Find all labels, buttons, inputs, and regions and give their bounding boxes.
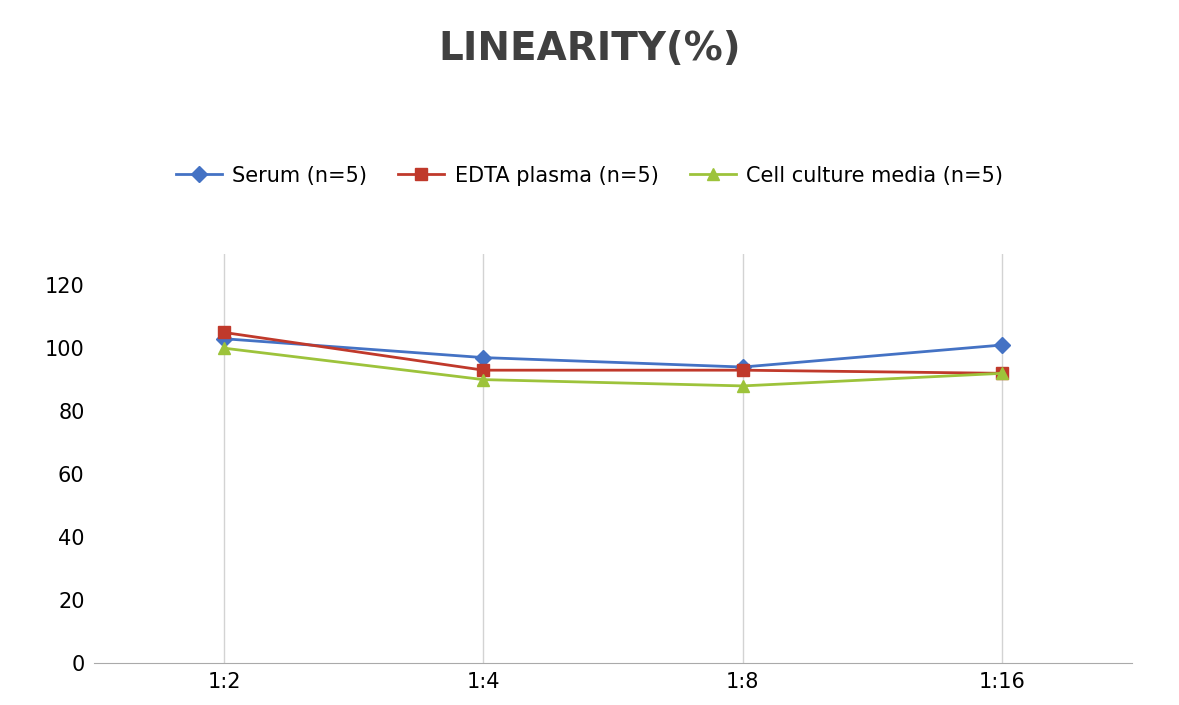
Cell culture media (n=5) bbox=[476, 375, 490, 384]
Serum (n=5) bbox=[217, 334, 231, 343]
Line: Serum (n=5): Serum (n=5) bbox=[218, 333, 1008, 372]
Serum (n=5) bbox=[736, 363, 750, 372]
Line: EDTA plasma (n=5): EDTA plasma (n=5) bbox=[218, 327, 1008, 379]
EDTA plasma (n=5) bbox=[476, 366, 490, 374]
Text: LINEARITY(%): LINEARITY(%) bbox=[439, 30, 740, 68]
Legend: Serum (n=5), EDTA plasma (n=5), Cell culture media (n=5): Serum (n=5), EDTA plasma (n=5), Cell cul… bbox=[176, 166, 1003, 185]
Cell culture media (n=5) bbox=[995, 369, 1009, 378]
Serum (n=5) bbox=[476, 353, 490, 362]
Serum (n=5) bbox=[995, 341, 1009, 349]
EDTA plasma (n=5) bbox=[217, 329, 231, 337]
EDTA plasma (n=5) bbox=[736, 366, 750, 374]
Cell culture media (n=5) bbox=[217, 344, 231, 352]
Line: Cell culture media (n=5): Cell culture media (n=5) bbox=[218, 343, 1008, 391]
Cell culture media (n=5) bbox=[736, 381, 750, 390]
EDTA plasma (n=5) bbox=[995, 369, 1009, 378]
